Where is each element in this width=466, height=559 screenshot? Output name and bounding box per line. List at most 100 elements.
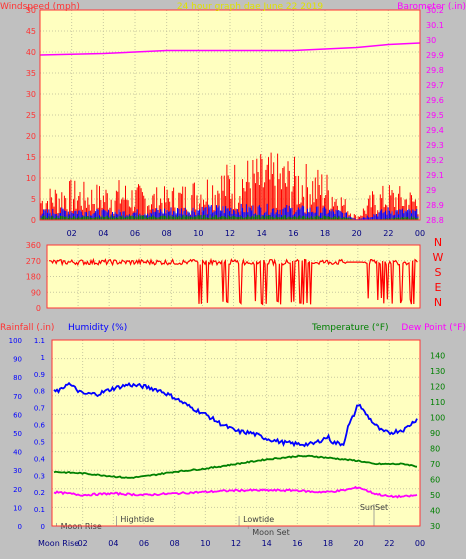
series-avg (40, 214, 419, 220)
y-tick-direction: 0 (36, 304, 41, 313)
x-tick-humidity: 08 (170, 539, 180, 548)
compass-label: N (434, 236, 442, 249)
y2-tick-barometer: 29.9 (426, 51, 444, 60)
x-tick-wind: 12 (225, 229, 235, 238)
y2-tick-temperature: 40 (430, 507, 440, 516)
y-tick-humidity: 90 (13, 356, 22, 364)
y-tick-rain: 0.6 (34, 422, 46, 430)
x-tick-humidity: 00 (415, 539, 425, 548)
y2-tick-barometer: 29.3 (426, 141, 444, 150)
y2-tick-barometer: 29.2 (426, 156, 444, 165)
y2-tick-barometer: 29.4 (426, 126, 444, 135)
humidity-axis-label: Humidity (%) (68, 323, 127, 333)
x-tick-humidity: 06 (139, 539, 149, 548)
x-tick-humidity: 04 (108, 539, 118, 548)
y-tick-humidity: 0 (18, 523, 22, 531)
y-tick-wind: 0 (31, 216, 36, 225)
x-tick-wind: 20 (352, 229, 362, 238)
compass-label: W (433, 251, 444, 264)
y-tick-wind: 35 (26, 69, 36, 78)
x-tick-wind: 04 (98, 229, 108, 238)
y2-tick-temperature: 60 (430, 476, 440, 485)
y-tick-direction: 360 (26, 241, 41, 250)
y-tick-rain: 0.3 (34, 472, 45, 480)
y-tick-wind: 30 (26, 90, 36, 99)
y-tick-wind: 50 (26, 6, 36, 15)
compass-label: S (435, 266, 442, 279)
y-tick-humidity: 80 (13, 374, 22, 382)
y-tick-rain: 0.2 (34, 489, 45, 497)
y2-tick-temperature: 120 (430, 383, 445, 392)
y2-tick-barometer: 30.1 (426, 21, 444, 30)
y2-tick-temperature: 30 (430, 522, 440, 531)
x-tick-humidity: 10 (200, 539, 210, 548)
series-dewpoint (53, 485, 418, 499)
direction-line (48, 257, 418, 306)
compass-label: E (435, 281, 442, 294)
y-tick-humidity: 100 (9, 337, 22, 345)
y-tick-wind: 10 (26, 174, 36, 183)
x-tick-wind: 08 (162, 229, 172, 238)
y-tick-rain: 0.5 (34, 438, 45, 446)
compass-label: N (434, 296, 442, 309)
y-tick-humidity: 30 (13, 467, 22, 475)
y-tick-wind: 20 (26, 132, 36, 141)
y2-tick-temperature: 130 (430, 367, 445, 376)
y-tick-humidity: 10 (13, 504, 22, 512)
series-temperature (53, 454, 418, 479)
barometer-axis-label: Barometer (.in) (397, 2, 466, 12)
y2-tick-barometer: 29.1 (426, 171, 444, 180)
moon-rise-bottom-label: Moon Rise (38, 539, 79, 548)
y2-tick-temperature: 100 (430, 414, 445, 423)
x-tick-wind: 02 (67, 229, 77, 238)
dewpoint-axis-label: Dew Point (°F) (401, 323, 466, 333)
y2-tick-barometer: 29.8 (426, 66, 444, 75)
annotation-label: SunSet (360, 503, 388, 512)
y-tick-rain: 0 (41, 523, 45, 531)
y2-tick-barometer: 28.8 (426, 216, 444, 225)
y-tick-rain: 1 (41, 354, 45, 362)
y-tick-humidity: 40 (13, 449, 22, 457)
y2-tick-barometer: 29.7 (426, 81, 444, 90)
x-tick-wind: 06 (130, 229, 140, 238)
x-tick-humidity: 12 (231, 539, 241, 548)
y-tick-humidity: 20 (13, 486, 22, 494)
y-tick-wind: 5 (31, 195, 36, 204)
plot-border-humidity (51, 339, 421, 527)
annotation-label: Moon Set (252, 528, 289, 537)
y2-tick-barometer: 30.2 (426, 6, 444, 15)
plot-border-wind (39, 9, 421, 221)
y2-tick-temperature: 140 (430, 352, 445, 361)
y2-tick-temperature: 80 (430, 445, 440, 454)
x-tick-wind: 10 (193, 229, 203, 238)
y2-tick-barometer: 28.9 (426, 201, 444, 210)
temperature-axis-label: Temperature (°F) (311, 323, 389, 333)
y-tick-humidity: 70 (13, 393, 22, 401)
x-tick-humidity: 16 (292, 539, 302, 548)
plot-border-direction (46, 244, 421, 309)
x-tick-humidity: 18 (323, 539, 333, 548)
series-direction (48, 257, 418, 306)
y-tick-humidity: 50 (13, 430, 22, 438)
x-tick-humidity: 02 (78, 539, 88, 548)
x-tick-humidity: 22 (384, 539, 394, 548)
x-tick-humidity: 14 (262, 539, 272, 548)
annotation-label: Hightide (120, 515, 154, 524)
x-tick-wind: 16 (288, 229, 298, 238)
x-tick-wind: 00 (415, 229, 425, 238)
x-tick-wind: 22 (383, 229, 393, 238)
y-tick-rain: 0.1 (34, 506, 45, 514)
y-tick-wind: 25 (26, 111, 36, 120)
y2-tick-barometer: 30 (426, 36, 436, 45)
y2-tick-temperature: 50 (430, 491, 440, 500)
y-tick-direction: 90 (31, 288, 41, 297)
annotation-label: Lowtide (243, 515, 274, 524)
y-tick-rain: 0.7 (34, 405, 45, 413)
y-tick-rain: 0.8 (34, 388, 45, 396)
y-tick-direction: 180 (26, 273, 41, 282)
chart-title: 24 hour graph dae June 22 2019 (177, 2, 324, 12)
y2-tick-temperature: 90 (430, 429, 440, 438)
x-tick-wind: 18 (320, 229, 330, 238)
